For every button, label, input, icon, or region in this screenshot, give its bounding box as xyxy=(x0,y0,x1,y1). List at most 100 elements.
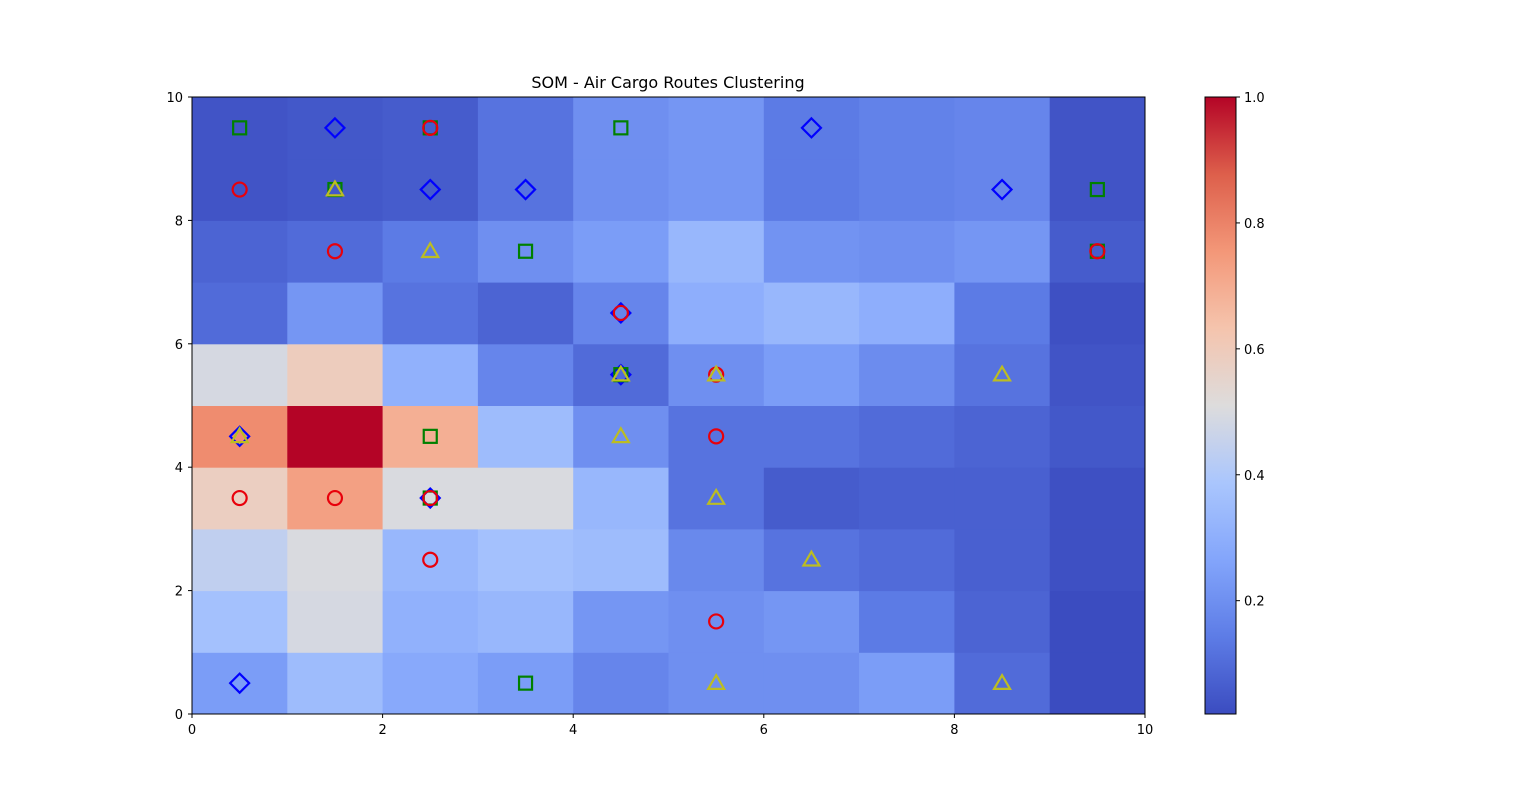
y-tick-label: 2 xyxy=(175,585,183,600)
heatmap-cell xyxy=(763,343,860,406)
heatmap-cell xyxy=(287,528,384,592)
heatmap-cell xyxy=(859,158,955,221)
diamond-marker xyxy=(800,116,823,139)
diamond-marker xyxy=(990,178,1014,201)
heatmap-cell xyxy=(382,97,479,160)
heatmap-cell xyxy=(859,282,955,345)
heatmap-cell xyxy=(763,220,860,283)
heatmap-cell xyxy=(477,652,574,715)
colorbar-frame xyxy=(1204,96,1237,715)
heatmap-cell xyxy=(763,158,860,221)
heatmap-cell xyxy=(668,590,765,653)
diamond-marker xyxy=(419,178,442,201)
heatmap-cell xyxy=(954,528,1051,592)
y-axis: 0 2 4 6 8 10 xyxy=(166,91,192,723)
square-marker xyxy=(517,243,534,259)
x-tick-label: 4 xyxy=(569,723,577,738)
heatmap-cell xyxy=(192,158,288,221)
x-tick-label: 10 xyxy=(1137,723,1154,738)
heatmap-cell xyxy=(1049,220,1146,283)
heatmap-cell xyxy=(954,282,1051,345)
heatmap-cell xyxy=(763,652,860,715)
heatmap-cell xyxy=(573,528,669,592)
heatmap-cell xyxy=(382,405,479,468)
heatmap-cell xyxy=(573,652,669,715)
heatmap-cell xyxy=(477,343,574,406)
colorbar-tick-label: 1.0 xyxy=(1244,91,1265,106)
square-marker xyxy=(613,120,629,136)
heatmap-cell xyxy=(954,220,1051,283)
heatmap-cell xyxy=(382,528,479,592)
heatmap-cell xyxy=(192,590,288,653)
heatmap-cell xyxy=(1049,652,1146,715)
heatmap-cell xyxy=(192,220,288,283)
heatmap-cell xyxy=(287,282,384,345)
circle-marker xyxy=(231,181,248,198)
y-tick-label: 8 xyxy=(175,214,183,229)
heatmap-cell xyxy=(477,467,574,530)
heatmap-cell xyxy=(192,405,288,468)
heatmap-cell xyxy=(859,220,955,283)
heatmap-cell xyxy=(477,282,574,345)
circle-marker xyxy=(422,551,439,568)
heatmap-cell xyxy=(859,405,955,468)
triangle-marker xyxy=(325,179,345,197)
triangle-marker xyxy=(706,364,727,382)
heatmap-cell xyxy=(668,652,765,715)
heatmap-cell xyxy=(477,220,574,283)
heatmap-cell xyxy=(382,282,479,345)
heatmap-cell xyxy=(859,343,955,406)
diamond-marker xyxy=(228,425,251,448)
heatmap-cell xyxy=(382,467,479,530)
heatmap-cell xyxy=(859,467,955,530)
diamond-marker xyxy=(228,672,251,695)
heatmap-cell xyxy=(573,282,669,345)
heatmap-cell xyxy=(1049,343,1146,406)
heatmap-cell xyxy=(573,590,669,653)
heatmap-cell xyxy=(668,343,765,406)
heatmap-cell xyxy=(382,158,479,221)
colorbar xyxy=(1205,97,1236,714)
heatmap-cell xyxy=(668,220,765,283)
heatmap-cell xyxy=(287,158,384,221)
circle-marker xyxy=(1089,243,1106,260)
colorbar-ticks: 0.2 0.4 0.6 0.8 1.0 xyxy=(1236,91,1265,610)
heatmap-cell xyxy=(954,652,1051,715)
circle-marker xyxy=(422,119,439,136)
circle-marker xyxy=(231,489,248,507)
heatmap-cell xyxy=(1049,282,1146,345)
square-marker xyxy=(1089,181,1105,198)
heatmap-cell xyxy=(1049,158,1146,221)
circle-marker xyxy=(708,428,725,445)
triangle-marker xyxy=(706,487,727,505)
circle-marker xyxy=(422,489,439,507)
triangle-marker xyxy=(610,426,631,444)
heatmap-cell xyxy=(477,590,574,653)
y-tick-label: 10 xyxy=(166,91,183,106)
heatmap-cell xyxy=(859,590,955,653)
heatmap-cell xyxy=(668,282,765,345)
heatmap-cell xyxy=(573,343,669,406)
triangle-marker xyxy=(706,672,727,691)
heatmap-cell xyxy=(287,405,384,468)
heatmap-cell xyxy=(192,467,288,530)
circle-marker xyxy=(612,304,629,322)
heatmap-cell xyxy=(954,590,1051,653)
heatmap-cell xyxy=(763,97,860,160)
circle-marker xyxy=(326,489,344,507)
heatmap-cell xyxy=(859,97,955,160)
heatmap-cell xyxy=(1049,405,1146,468)
heatmap-cell xyxy=(668,97,765,160)
heatmap-cell xyxy=(477,158,574,221)
square-marker xyxy=(232,120,248,136)
triangle-marker xyxy=(992,672,1012,691)
heatmap-cell xyxy=(668,405,765,468)
circle-marker xyxy=(708,613,725,630)
diamond-marker xyxy=(514,178,537,201)
heatmap-cell xyxy=(668,528,765,592)
y-tick-label: 0 xyxy=(175,708,183,723)
x-tick-label: 2 xyxy=(378,723,386,738)
heatmap-cell xyxy=(382,343,479,406)
diamond-marker xyxy=(323,116,347,139)
triangle-marker xyxy=(992,364,1012,382)
